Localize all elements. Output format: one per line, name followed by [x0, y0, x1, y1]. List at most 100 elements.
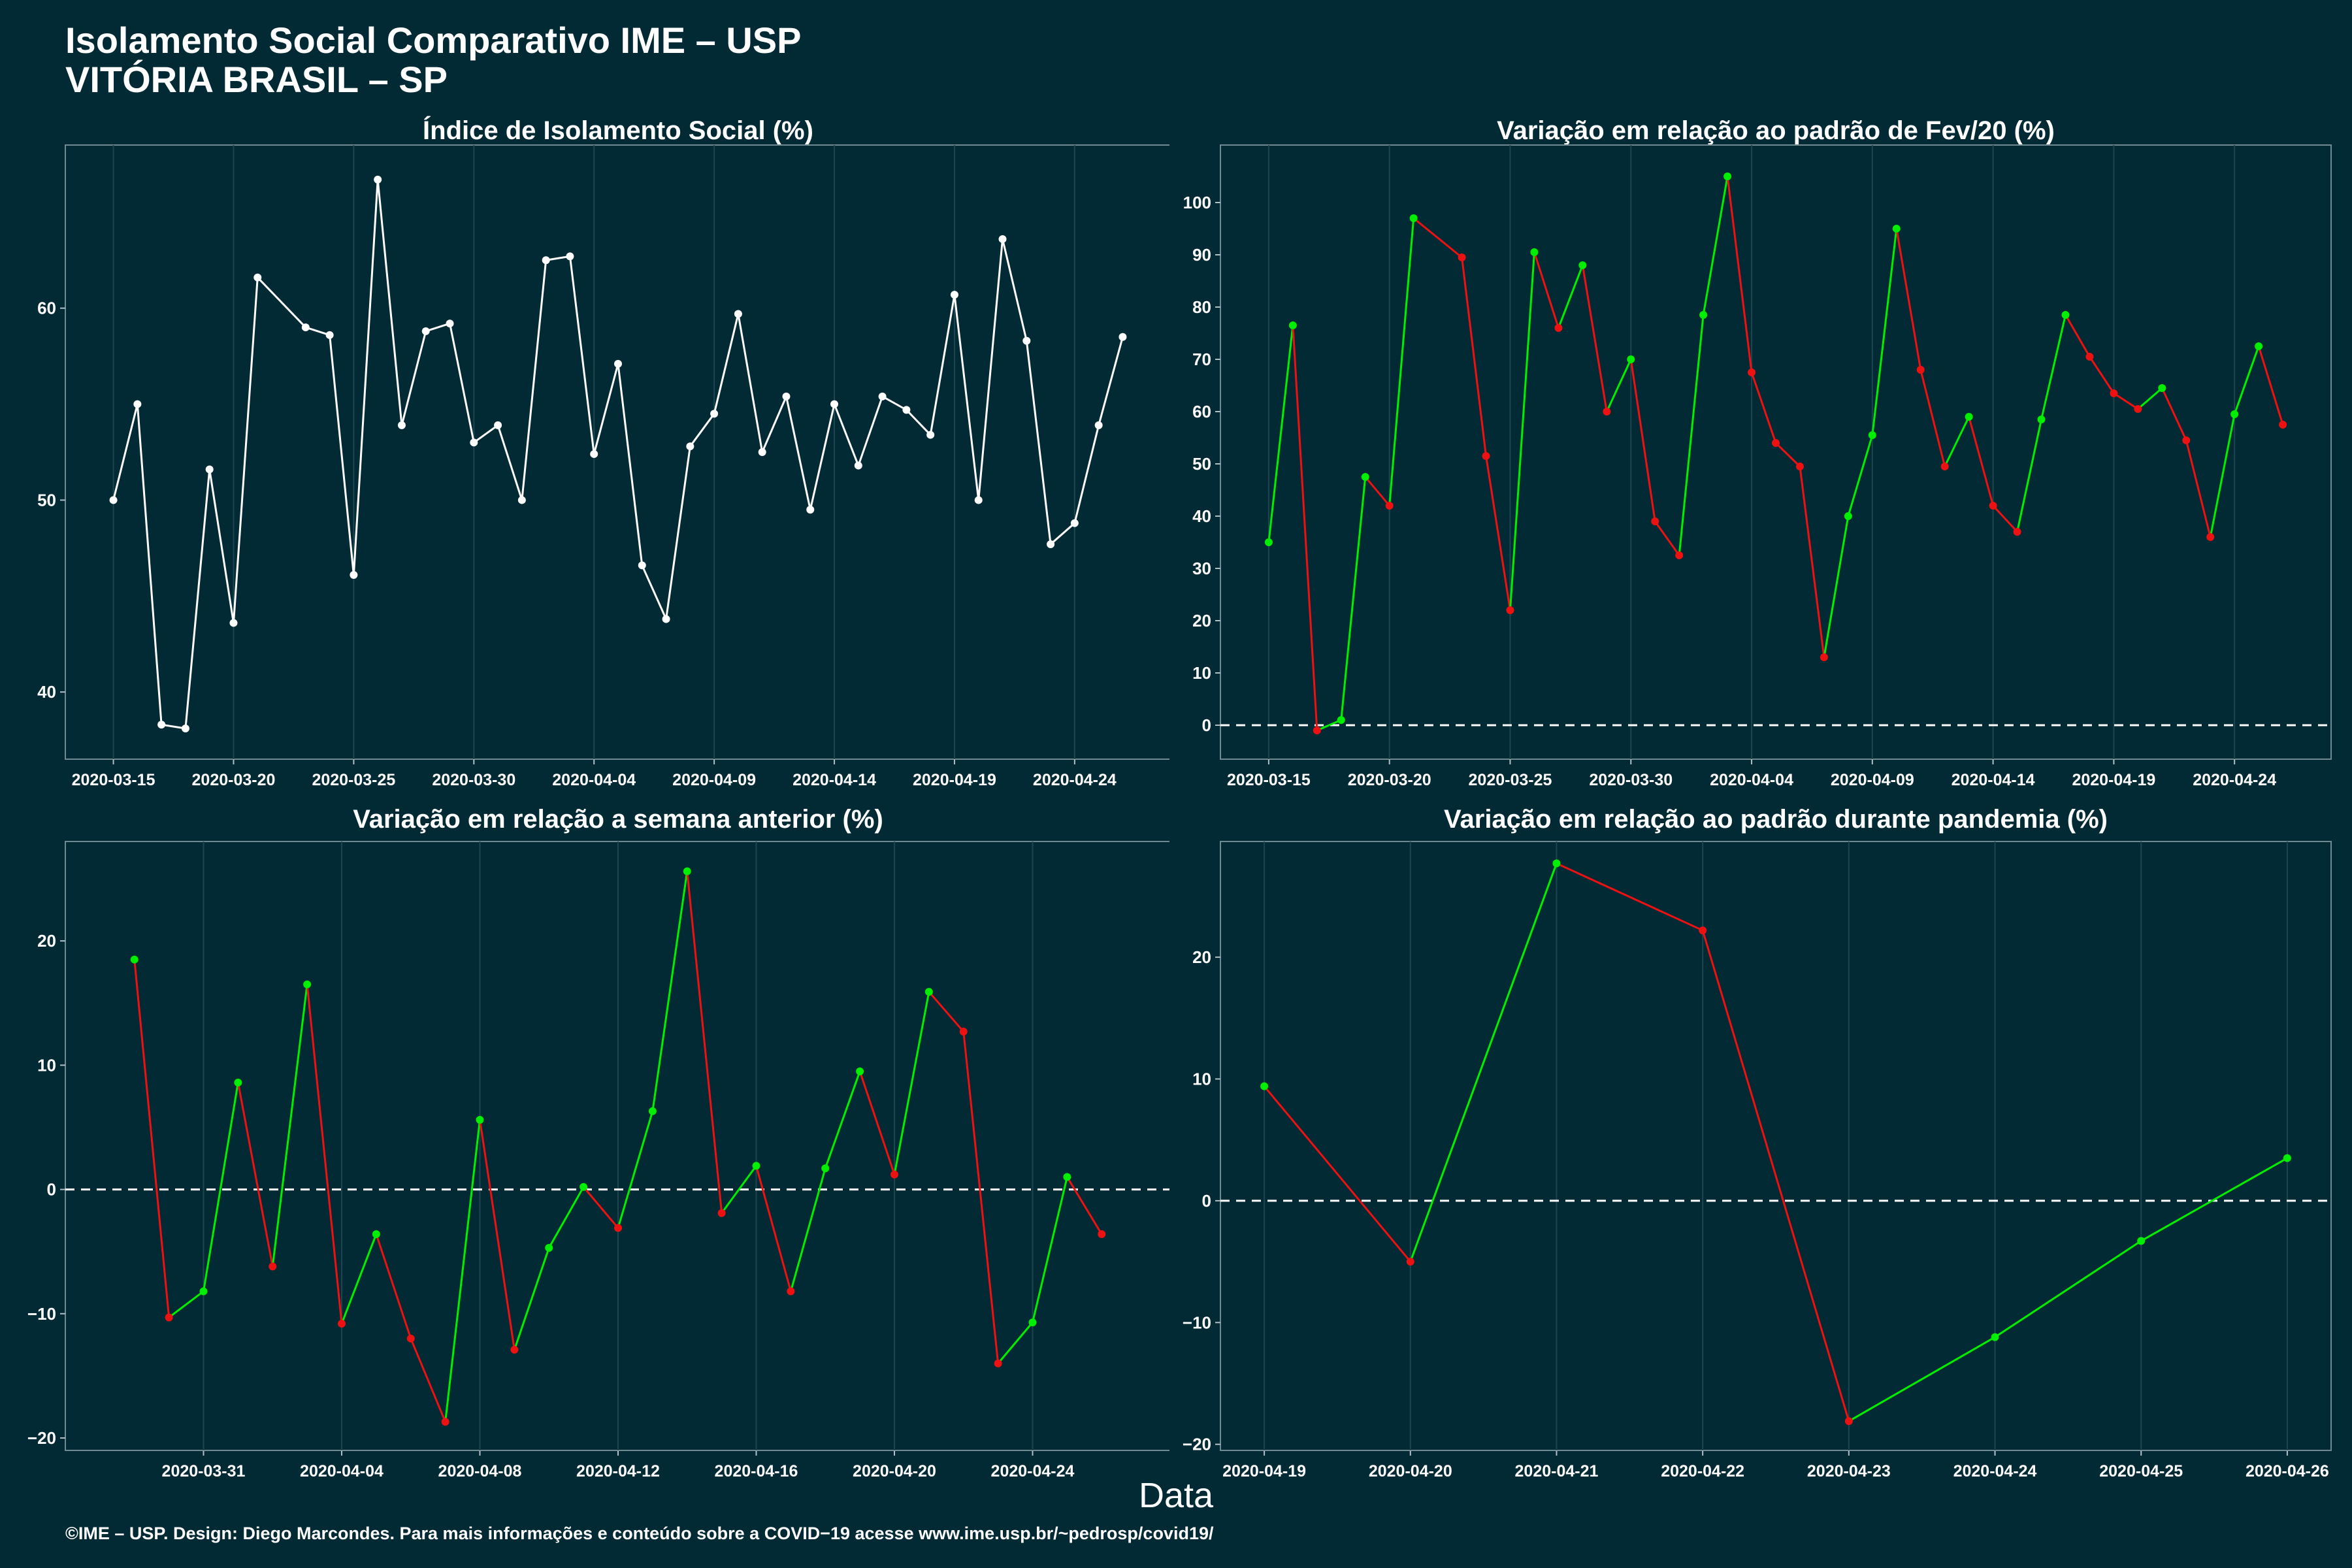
- series-segment: [713, 314, 740, 414]
- data-point: [2061, 311, 2070, 319]
- series-segment: [1316, 719, 1342, 732]
- series-segment: [582, 1186, 619, 1229]
- series-segment: [1409, 863, 1558, 1262]
- data-point: [510, 1345, 519, 1354]
- data-point: [1940, 463, 1949, 470]
- data-point: [253, 273, 262, 282]
- x-tick-label: 2020-04-26: [2246, 1462, 2329, 1480]
- series-segment: [2185, 440, 2212, 538]
- data-point: [614, 1224, 622, 1232]
- data-point: [2037, 416, 2046, 423]
- x-tick-label: 2020-04-23: [1807, 1462, 1891, 1480]
- data-point: [856, 1067, 864, 1075]
- series-segment: [1557, 265, 1584, 329]
- x-tick-label: 2020-03-30: [432, 771, 515, 789]
- data-point: [1868, 431, 1876, 439]
- series-segment: [2137, 387, 2163, 410]
- x-tick-label: 2020-04-20: [1369, 1462, 1452, 1480]
- data-point: [446, 319, 454, 328]
- data-point: [2279, 421, 2287, 429]
- series-segment: [133, 959, 171, 1318]
- series-segment: [2016, 419, 2042, 532]
- data-point: [2182, 436, 2191, 444]
- series-segment: [893, 991, 930, 1175]
- data-point: [787, 1287, 795, 1296]
- data-point: [806, 506, 815, 514]
- data-point: [165, 1313, 173, 1322]
- data-point: [350, 571, 358, 579]
- main-title: Isolamento Social Comparativo IME – USP: [65, 20, 802, 61]
- data-point: [494, 421, 502, 429]
- data-point: [199, 1287, 208, 1296]
- data-point: [301, 323, 310, 332]
- series-segment: [1678, 314, 1705, 556]
- data-point: [950, 291, 958, 299]
- x-tick-label: 2020-04-14: [792, 771, 876, 789]
- data-point: [303, 980, 312, 988]
- data-point: [686, 442, 694, 451]
- data-point: [1675, 551, 1684, 559]
- series-segment: [257, 276, 306, 329]
- panel-title-variation-feb: Variação em relação ao padrão de Fev/20 …: [1497, 116, 2055, 145]
- data-point: [854, 461, 862, 470]
- data-point: [1772, 439, 1780, 447]
- series-segment: [1050, 522, 1075, 546]
- series-segment: [761, 396, 787, 453]
- data-point: [1337, 716, 1345, 724]
- series-segment: [881, 395, 907, 411]
- y-tick-label: 70: [1192, 350, 1211, 369]
- data-point: [959, 1028, 968, 1036]
- data-point: [1406, 1258, 1414, 1266]
- series-segment: [376, 179, 403, 426]
- y-tick-label: 10: [1192, 663, 1211, 683]
- data-point: [717, 1209, 726, 1217]
- panel-isolation-index: 2020-03-15 2020-03-20 2020-03-25 2020-03-30…: [37, 144, 1169, 789]
- series-segment: [449, 323, 475, 443]
- series-segment: [425, 322, 450, 333]
- y-tick-label: 40: [37, 682, 56, 702]
- data-point: [782, 392, 791, 400]
- series-segment: [1340, 476, 1367, 721]
- y-tick-label: 100: [1183, 193, 1211, 212]
- series-segment: [1509, 252, 1535, 611]
- series-segment: [1364, 476, 1390, 506]
- series-segment: [2161, 387, 2187, 441]
- series-segment: [1919, 369, 1946, 467]
- series-segment: [1871, 228, 1898, 436]
- series-segment: [2140, 1157, 2288, 1242]
- series-segment: [444, 1119, 481, 1422]
- data-point: [998, 235, 1007, 243]
- data-point: [878, 392, 887, 400]
- data-point: [1028, 1318, 1037, 1327]
- series-segment: [1654, 521, 1680, 556]
- data-point: [421, 327, 430, 335]
- data-point: [130, 955, 139, 964]
- series-segment: [1388, 218, 1415, 506]
- series-segment: [789, 1168, 826, 1292]
- series-segment: [1702, 176, 1729, 316]
- series-segment: [962, 1031, 1000, 1364]
- y-tick-label: 20: [1192, 611, 1211, 630]
- data-point: [1892, 225, 1901, 233]
- series-segment: [785, 396, 811, 510]
- x-tick-label: 2020-03-15: [1227, 771, 1311, 789]
- series-segment: [1098, 336, 1124, 426]
- y-tick-label: 0: [1202, 715, 1211, 735]
- data-point: [2013, 528, 2021, 536]
- series-segment: [997, 1322, 1034, 1364]
- series-segment: [755, 1166, 792, 1292]
- data-point: [2283, 1154, 2291, 1162]
- data-point: [1578, 261, 1587, 269]
- series-segment: [184, 469, 211, 729]
- series-segment: [906, 409, 932, 436]
- data-point: [648, 1107, 657, 1115]
- data-point: [1965, 413, 1973, 421]
- series-segment: [546, 255, 570, 261]
- series-segment: [497, 425, 523, 500]
- data-point: [542, 256, 550, 265]
- data-point: [2158, 384, 2166, 392]
- data-point: [229, 619, 238, 627]
- plot-frame: [65, 144, 1169, 760]
- data-point: [1047, 540, 1055, 548]
- series-segment: [617, 363, 644, 566]
